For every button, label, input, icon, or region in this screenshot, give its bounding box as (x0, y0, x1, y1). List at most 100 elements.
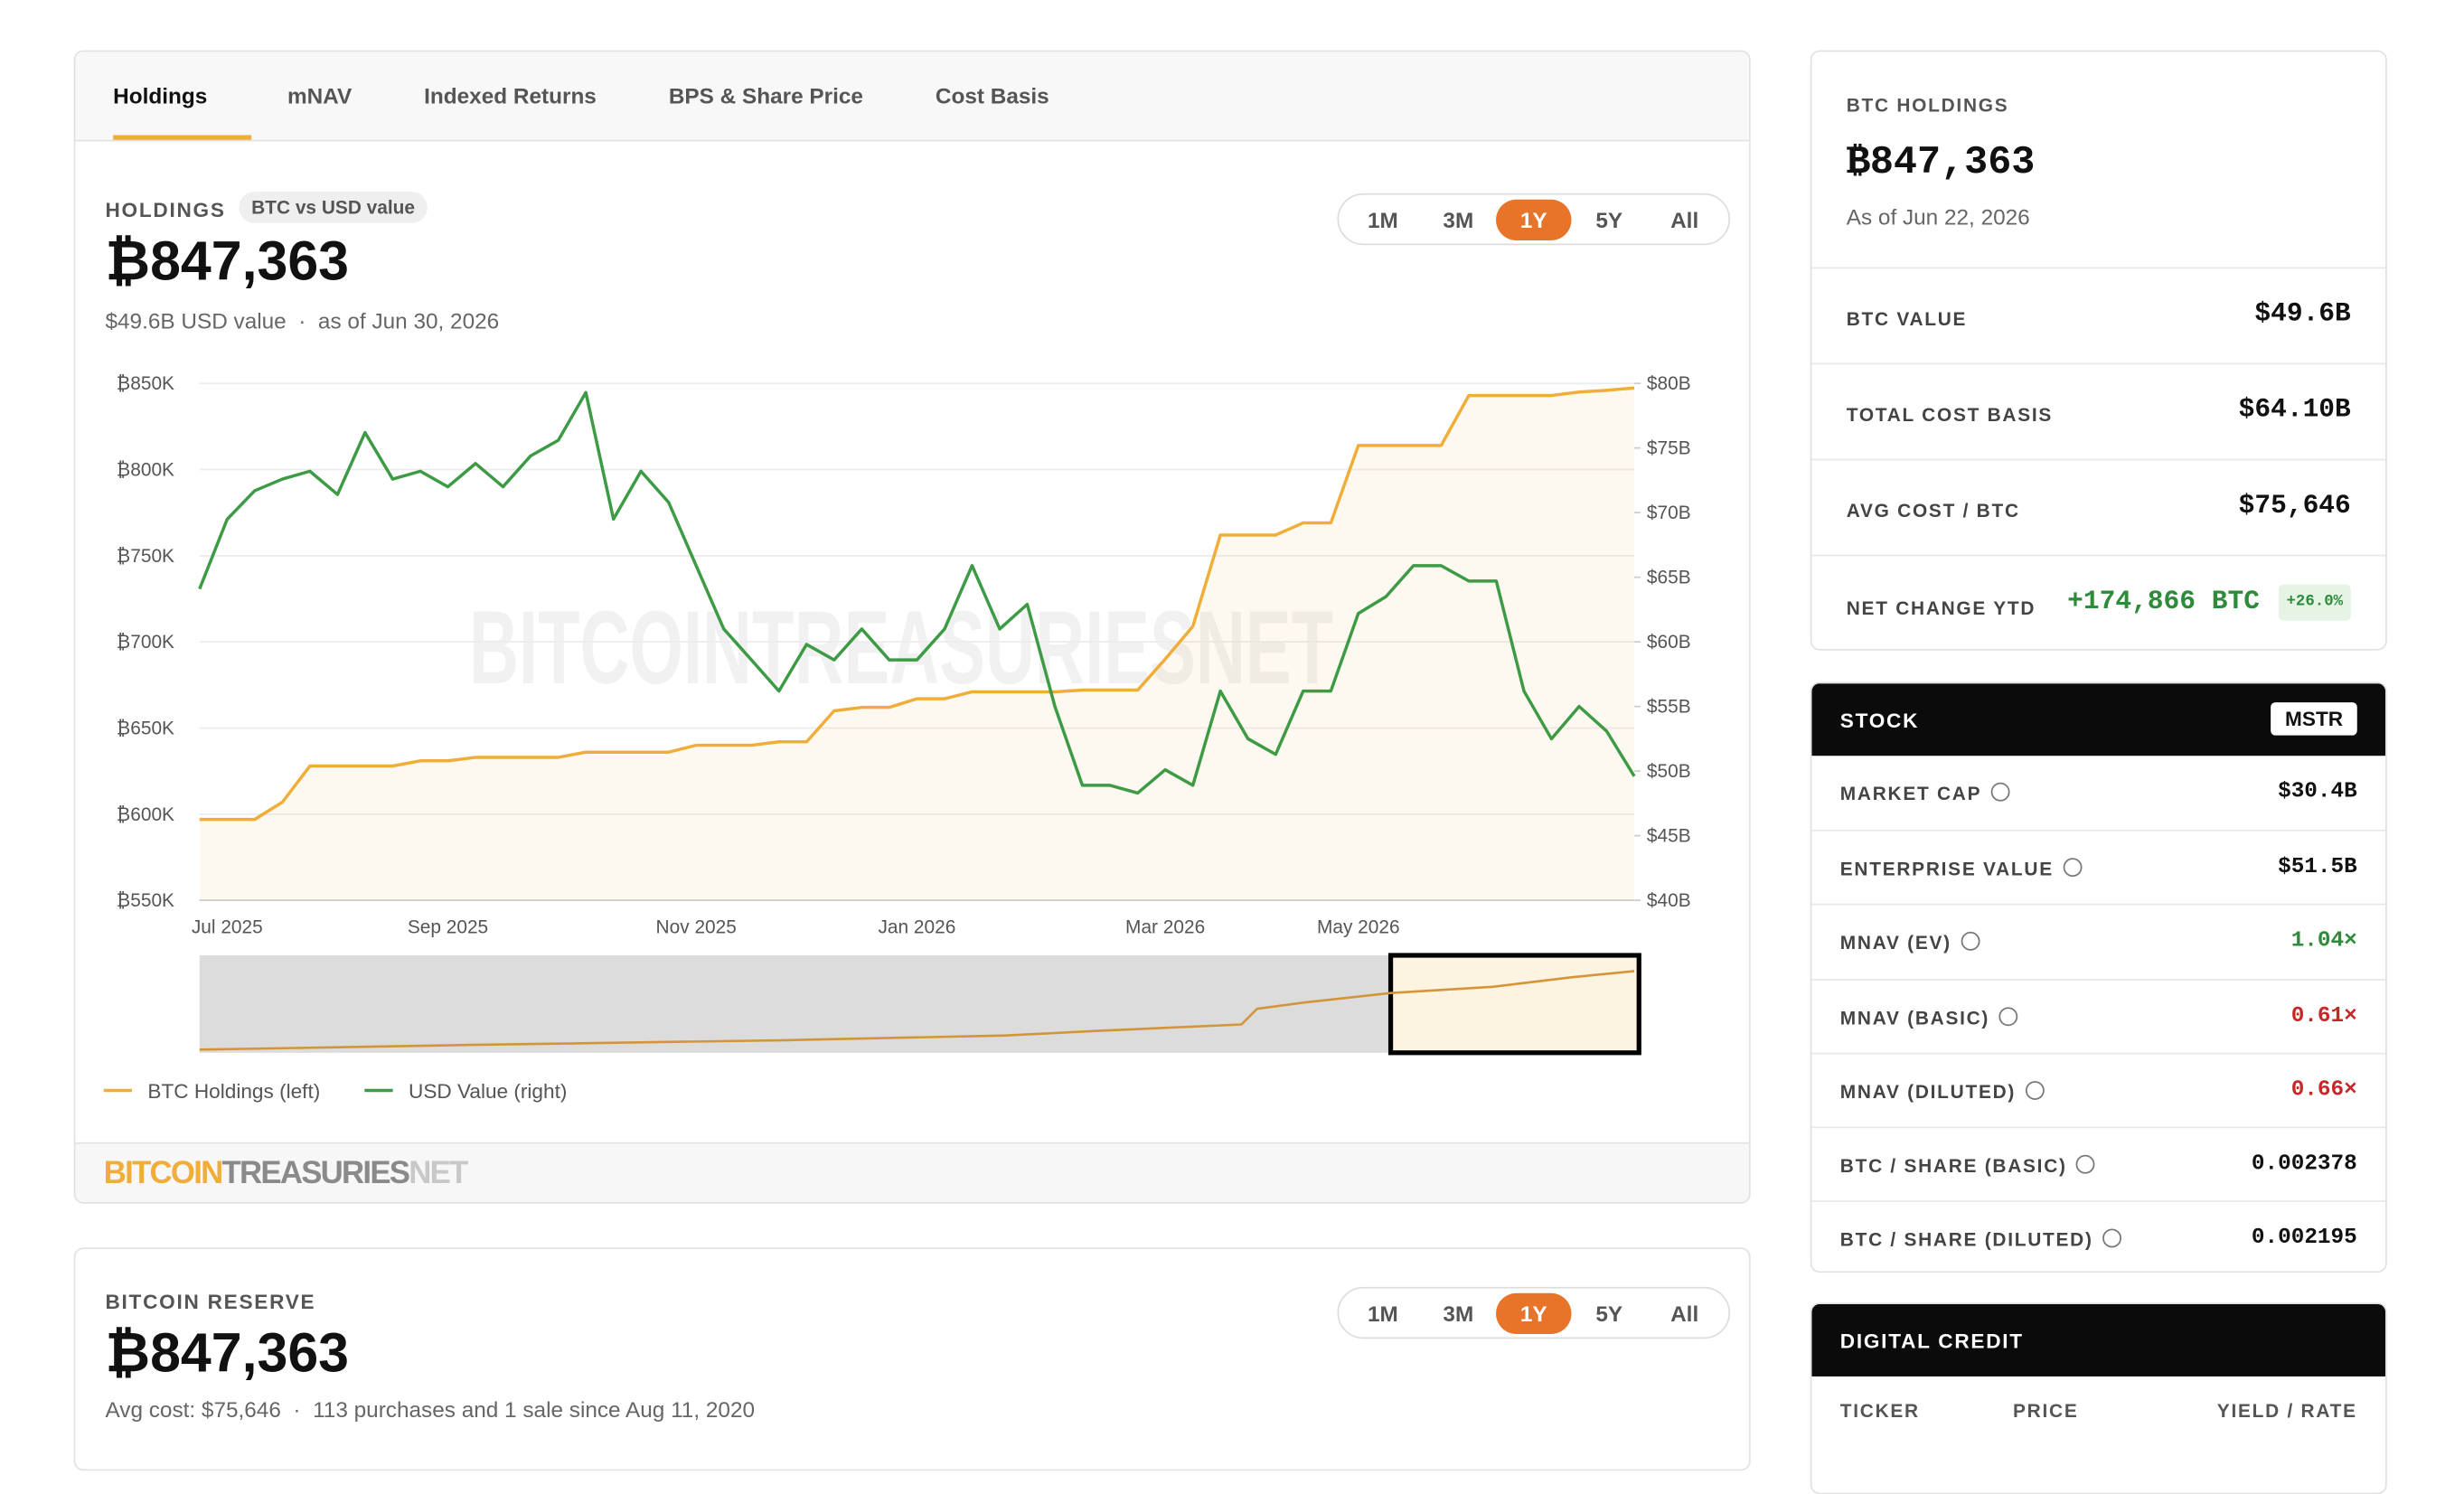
y-tick-label: ₿800K (117, 459, 174, 480)
row-label: MNAV (EV) (1839, 932, 1980, 954)
y2-tick-label: $55B (1647, 697, 1691, 718)
card-title: DIGITAL CREDIT (1839, 1329, 2024, 1353)
card-as-of: As of Jun 22, 2026 (1846, 204, 2030, 230)
logo-part: BITCOIN (103, 1156, 224, 1191)
stat-row: MNAV (EV) 1.04× (1811, 904, 2386, 979)
stage: Holdings mNAV Indexed Returns BPS & Share P… (73, 50, 2387, 1494)
y-tick-label: ₿600K (117, 804, 174, 825)
navigator-line (199, 970, 1635, 1051)
stat-row: ENTERPRISE VALUE $51.5B (1811, 830, 2386, 905)
range-button[interactable]: 3M (1443, 1300, 1474, 1326)
row-value: $75,646 (2238, 492, 2351, 522)
row-label: ENTERPRISE VALUE (1840, 858, 2083, 880)
line (199, 386, 1635, 822)
row-label: BTC VALUE (1846, 307, 1968, 331)
x-tick-label: Jan 2026 (878, 917, 955, 938)
area (199, 388, 1635, 901)
range-button[interactable]: 5Y (1595, 1300, 1623, 1326)
row-label: MNAV (DILUTED) (1839, 1080, 2045, 1104)
x-tick-label: Nov 2025 (656, 917, 737, 938)
x-tick-label: Sep 2025 (408, 917, 488, 938)
tab[interactable]: Indexed Returns (424, 83, 597, 108)
legend-label: BTC Holdings (left) (147, 1080, 320, 1103)
y2-tick-label: $50B (1647, 761, 1691, 782)
tab[interactable]: mNAV (287, 83, 353, 108)
stat-row: TOTAL COST BASIS $64.10B (1811, 362, 2386, 461)
row-value: 0.002378 (2251, 1151, 2357, 1178)
y2-tick-label: $80B (1647, 373, 1691, 394)
card-value: ₿847,363 (1846, 139, 2036, 186)
reserve-value: ₿847,363 (105, 1322, 350, 1385)
stat-row: MNAV (BASIC) 0.61× (1811, 978, 2386, 1053)
y-tick-label: ₿650K (117, 718, 174, 738)
tab[interactable]: BPS & Share Price (668, 83, 863, 108)
info-icon (1998, 1006, 2018, 1026)
info-icon (2076, 1154, 2096, 1174)
label-text: MARKET CAP (1839, 782, 1982, 805)
label-text: MNAV (BASIC) (1839, 1006, 1990, 1029)
row-label: NET CHANGE YTD (1846, 597, 2036, 619)
y2-tick-label: $70B (1647, 503, 1691, 523)
stat-row: BTC VALUE $49.6B (1811, 267, 2386, 365)
row-value: $64.10B (2238, 396, 2351, 427)
y2-tick-label: $65B (1647, 568, 1691, 588)
row-label: TOTAL COST BASIS (1846, 403, 2054, 427)
info-icon (2102, 1228, 2121, 1248)
card-title: STOCK (1839, 709, 1920, 733)
y2-tick-label: $45B (1647, 826, 1691, 847)
y-tick-label: ₿850K (117, 373, 174, 394)
row-value: 1.04× (2290, 929, 2357, 954)
stat-row: BTC / SHARE (DILUTED) 0.002195 (1811, 1200, 2386, 1272)
line (198, 390, 1636, 795)
range-button[interactable]: 1Y (1496, 1292, 1572, 1334)
label-text: BTC / SHARE (BASIC) (1839, 1154, 2067, 1178)
separator: · (298, 307, 306, 334)
net-change-row: NET CHANGE YTD +174,866 BTC +26.0% (1811, 554, 2386, 649)
logo: BITCOINTREASURIESNET (75, 1142, 1749, 1202)
info-icon (1961, 932, 1980, 952)
holdings-value: ₿847,363 (105, 230, 350, 293)
range-button[interactable]: All (1670, 206, 1699, 232)
row-label: BTC / SHARE (BASIC) (1839, 1154, 2096, 1178)
range-button[interactable]: 1M (1367, 206, 1398, 232)
row-value: $51.5B (2278, 855, 2357, 880)
y2-tick-label: $40B (1647, 890, 1691, 911)
badge: BTC vs USD value (239, 192, 428, 223)
net-change: +174,866 BTC (2067, 587, 2260, 618)
label-text: MNAV (DILUTED) (1839, 1080, 2017, 1104)
section-label: BITCOIN RESERVE (105, 1290, 316, 1314)
legend-label: USD Value (right) (409, 1080, 567, 1103)
row-value: $49.6B (2254, 300, 2351, 331)
x-tick-label: May 2026 (1317, 917, 1400, 938)
range-button[interactable]: All (1670, 1300, 1699, 1326)
usd-line: $49.6B USD value · as of Jun 30, 2026 (105, 308, 499, 334)
tab[interactable]: Cost Basis (935, 83, 1049, 108)
range-button[interactable]: 1M (1367, 1300, 1398, 1326)
y-tick-label: ₿550K (117, 890, 174, 911)
info-icon (1990, 782, 2010, 802)
watermark: BITCOINTREASURIESNET (469, 590, 1333, 706)
range-button[interactable]: 1Y (1496, 198, 1572, 240)
row-value: $30.4B (2278, 779, 2357, 805)
range-button[interactable]: 5Y (1595, 206, 1623, 232)
card-header: STOCK MSTR (1811, 683, 2386, 756)
tab[interactable]: Holdings (113, 52, 251, 140)
y2-tick-label: $75B (1647, 438, 1691, 459)
stat-row: MARKET CAP $30.4B (1811, 756, 2385, 830)
card-header: DIGITAL CREDIT (1811, 1303, 2386, 1377)
card-label: BTC HOLDINGS (1846, 94, 2009, 117)
navigator-background (199, 955, 1391, 1053)
tab-bar: Holdings mNAV Indexed Returns BPS & Share P… (75, 52, 1749, 142)
row-value: 0.002195 (2251, 1226, 2357, 1252)
page: Holdings mNAV Indexed Returns BPS & Share P… (73, 50, 2387, 1494)
purchases: 113 purchases and 1 sale since Aug 11, 2… (313, 1396, 756, 1423)
column-header: YIELD / RATE (2216, 1400, 2357, 1423)
range-selector: 1M 3M 1Y 5Y All (1337, 193, 1731, 246)
info-icon (2025, 1080, 2045, 1100)
range-button[interactable]: 3M (1443, 206, 1474, 232)
usd-value: $49.6B USD value (105, 307, 287, 334)
label-text: MNAV (EV) (1839, 932, 1951, 954)
reserve-sub: Avg cost: $75,646 · 113 purchases and 1 … (105, 1397, 755, 1423)
row-label: MNAV (BASIC) (1839, 1006, 2018, 1029)
chart: BITCOINTREASURIESNET ₿550K ₿600K ₿650K ₿700K… (103, 373, 1691, 1103)
